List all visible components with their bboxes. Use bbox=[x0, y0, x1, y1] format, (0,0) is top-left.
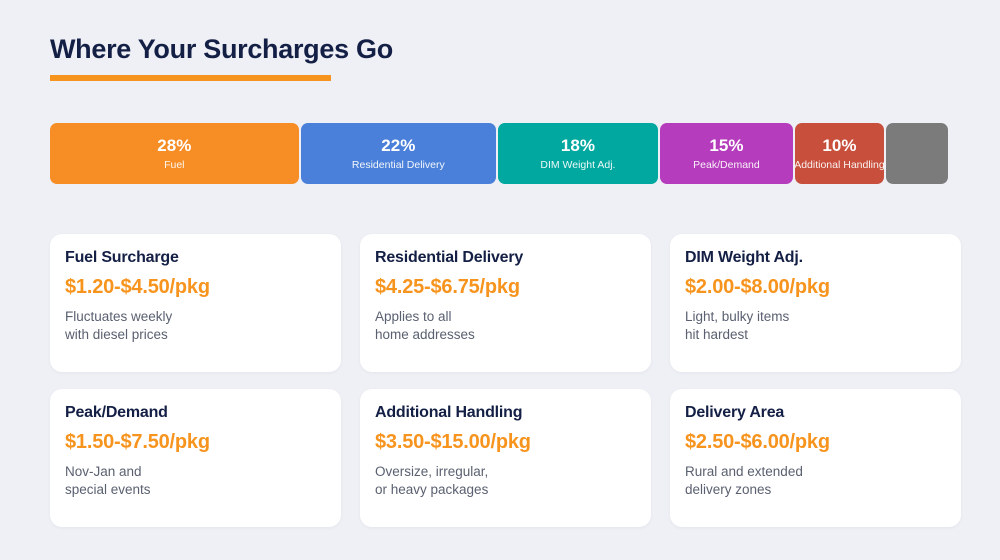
bar-segment-dim-weight-adj: 18% DIM Weight Adj. bbox=[498, 123, 658, 184]
card-description: Light, bulky items hit hardest bbox=[685, 309, 790, 342]
card-description: Rural and extended delivery zones bbox=[685, 464, 803, 497]
card-residential-delivery: Residential Delivery $4.25-$6.75/pkg App… bbox=[360, 234, 651, 372]
segment-label: Fuel bbox=[164, 158, 185, 171]
card-title: Additional Handling bbox=[375, 404, 523, 421]
card-price-range: $1.20-$4.50/pkg bbox=[65, 276, 210, 298]
card-dim-weight-adj: DIM Weight Adj. $2.00-$8.00/pkg Light, b… bbox=[670, 234, 961, 372]
card-description: Nov-Jan and special events bbox=[65, 464, 151, 497]
bar-segment-residential-delivery: 22% Residential Delivery bbox=[300, 123, 496, 184]
segment-percent: 10% bbox=[822, 135, 857, 155]
bar-segment-additional-handling: 10% Additional Handling bbox=[795, 123, 884, 184]
bar-segment-fuel: 28% Fuel bbox=[50, 123, 299, 184]
page-title: Where Your Surcharges Go bbox=[50, 34, 393, 64]
card-price-range: $4.25-$6.75/pkg bbox=[375, 276, 520, 298]
card-price-range: $1.50-$7.50/pkg bbox=[65, 431, 210, 453]
segment-label: Additional Handling bbox=[795, 158, 884, 171]
card-description: Fluctuates weekly with diesel prices bbox=[65, 309, 173, 342]
card-title: Peak/Demand bbox=[65, 404, 168, 421]
bar-segment-peak-demand: 15% Peak/Demand bbox=[659, 123, 794, 184]
card-fuel-surcharge: Fuel Surcharge $1.20-$4.50/pkg Fluctuate… bbox=[50, 234, 341, 372]
segment-label: Peak/Demand bbox=[693, 158, 760, 171]
segment-label: DIM Weight Adj. bbox=[540, 158, 616, 171]
segment-percent: 15% bbox=[709, 135, 744, 155]
segment-label: Residential Delivery bbox=[351, 158, 445, 171]
card-description: Applies to all home addresses bbox=[375, 309, 475, 342]
card-title: Residential Delivery bbox=[375, 249, 524, 266]
card-price-range: $2.00-$8.00/pkg bbox=[685, 276, 830, 298]
card-title: Fuel Surcharge bbox=[65, 249, 179, 266]
segment-percent: 18% bbox=[560, 135, 595, 155]
card-peak-demand: Peak/Demand $1.50-$7.50/pkg Nov-Jan and … bbox=[50, 389, 341, 527]
card-description: Oversize, irregular, or heavy packages bbox=[375, 464, 489, 497]
surcharge-cards-grid: Fuel Surcharge $1.20-$4.50/pkg Fluctuate… bbox=[50, 234, 961, 527]
card-price-range: $2.50-$6.00/pkg bbox=[685, 431, 830, 453]
card-title: DIM Weight Adj. bbox=[685, 249, 803, 266]
surcharge-stacked-bar: 28% Fuel 22% Residential Delivery 18% DI… bbox=[50, 123, 948, 184]
card-title: Delivery Area bbox=[685, 404, 785, 421]
bar-segment-other bbox=[885, 123, 948, 184]
card-delivery-area: Delivery Area $2.50-$6.00/pkg Rural and … bbox=[670, 389, 961, 527]
title-underline bbox=[50, 75, 331, 81]
card-price-range: $3.50-$15.00/pkg bbox=[375, 431, 531, 453]
segment-percent: 22% bbox=[381, 135, 416, 155]
segment-percent: 28% bbox=[157, 135, 192, 155]
card-additional-handling: Additional Handling $3.50-$15.00/pkg Ove… bbox=[360, 389, 651, 527]
page-container: Where Your Surcharges Go 28% Fuel 22% Re… bbox=[50, 34, 961, 527]
